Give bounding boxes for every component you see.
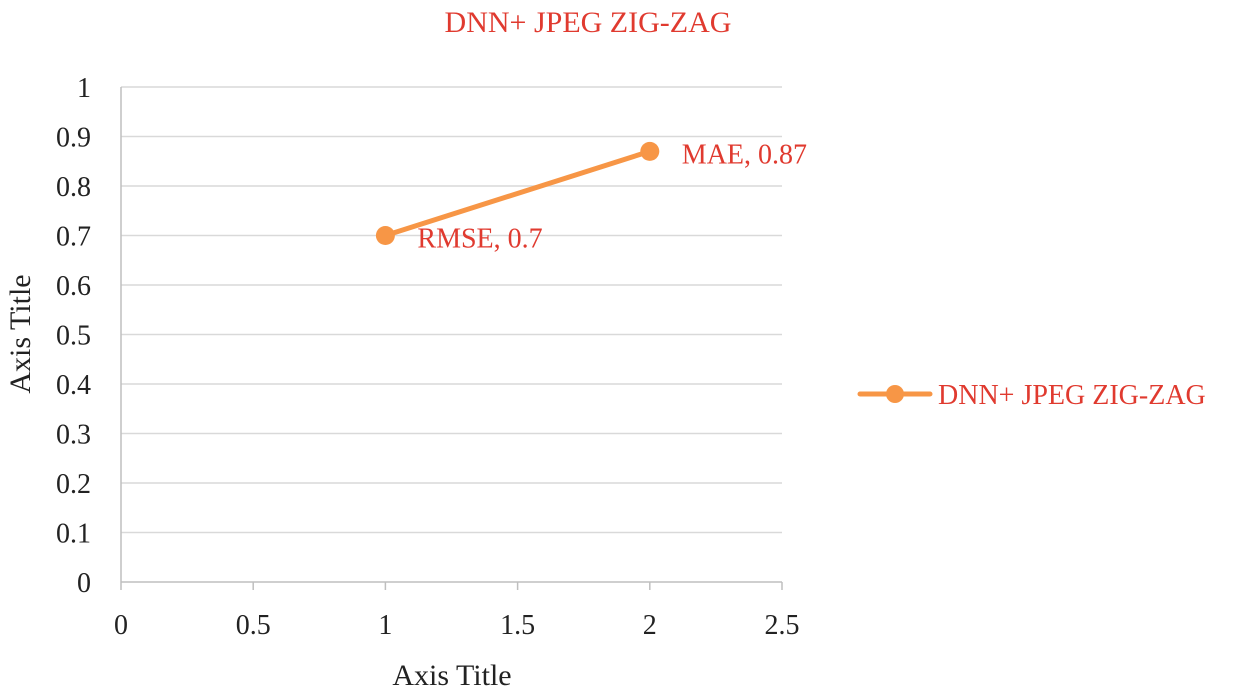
x-tick-labels: 0 0.5 1 1.5 2 2.5 [114,610,800,641]
x-tick-label: 2.5 [765,610,800,641]
y-tick-label: 1 [77,73,91,104]
x-tick-label: 1 [378,610,392,641]
chart-title: DNN+ JPEG ZIG-ZAG [445,6,732,39]
x-axis-title: Axis Title [392,659,511,692]
y-tick-label: 0.1 [56,519,91,550]
y-tick-labels: 0 0.1 0.2 0.3 0.4 0.5 0.6 0.7 0.8 0.9 1 [56,73,91,599]
data-point [640,141,660,161]
data-label: MAE, 0.87 [682,139,807,170]
x-tick-label: 2 [643,610,657,641]
data-label: RMSE, 0.7 [417,224,542,255]
legend: DNN+ JPEG ZIG-ZAG [857,380,1206,411]
series-line [382,148,653,238]
data-labels: RMSE, 0.7 MAE, 0.87 [417,139,807,254]
legend-label: DNN+ JPEG ZIG-ZAG [938,380,1206,411]
y-tick-label: 0.6 [56,271,91,302]
axes [120,87,783,590]
x-tick-label: 1.5 [500,610,535,641]
y-tick-label: 0.2 [56,469,91,500]
y-tick-label: 0.5 [56,321,91,352]
y-tick-label: 0.3 [56,420,91,451]
y-tick-label: 0.8 [56,172,91,203]
y-tick-label: 0.9 [56,123,91,154]
y-tick-label: 0 [77,568,91,599]
y-tick-label: 0.7 [56,222,91,253]
legend-swatch-marker [886,385,904,403]
series-plot [375,141,660,245]
x-tick-label: 0.5 [236,610,271,641]
y-axis-title: Axis Title [4,274,37,393]
data-point [375,226,395,245]
x-tick-label: 0 [114,610,128,641]
gridlines [121,86,782,534]
y-tick-label: 0.4 [56,370,91,401]
